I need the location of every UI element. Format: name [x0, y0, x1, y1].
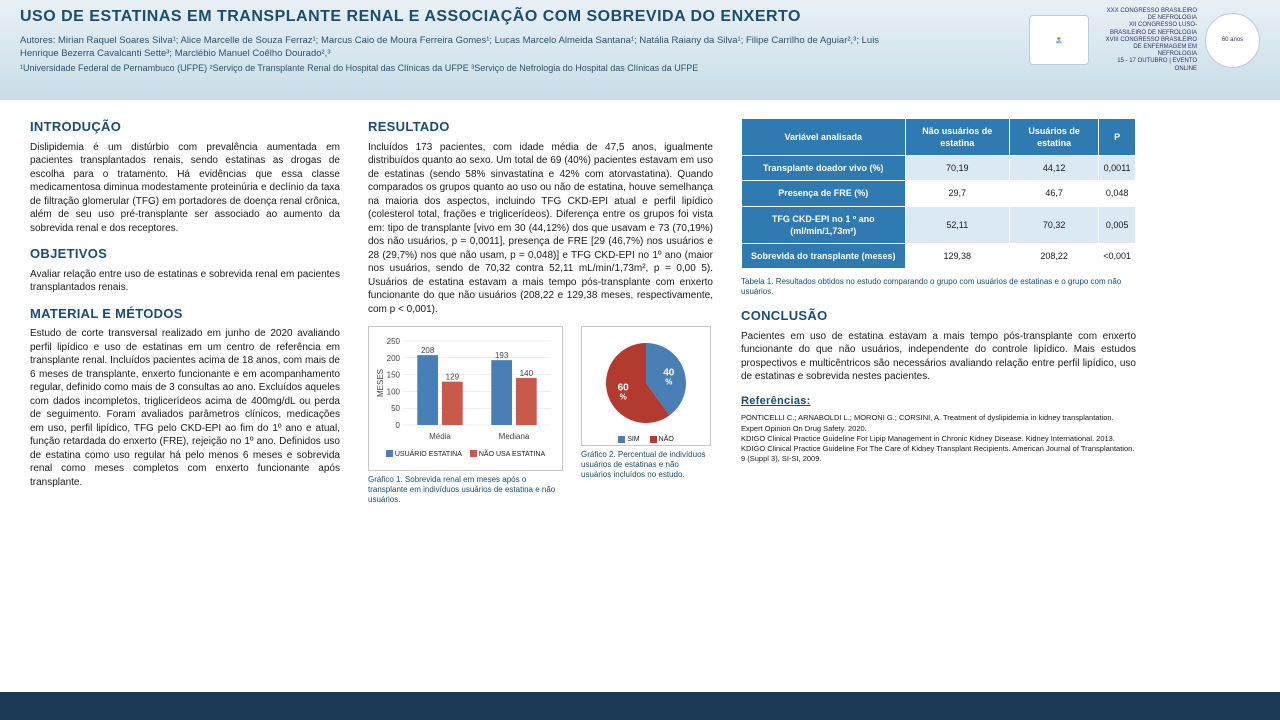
references: PONTICELLI C.; ARNABOLDI L.; MORONI G.; …: [741, 413, 1136, 464]
table-cell: 208,22: [1010, 243, 1099, 268]
svg-text:129: 129: [446, 373, 460, 382]
bar-caption: Gráfico 1. Sobrevida renal em meses após…: [368, 475, 563, 505]
svg-text:0: 0: [396, 421, 401, 430]
table-cell: Presença de FRE (%): [742, 181, 906, 206]
svg-text:50: 50: [391, 404, 400, 413]
svg-text:%: %: [665, 378, 672, 387]
intro-text: Dislipidemia é um distúrbio com prevalên…: [30, 141, 340, 236]
sbn-logo-icon: 60 anos: [1205, 13, 1260, 68]
table-cell: 70,32: [1010, 206, 1099, 243]
svg-text:193: 193: [495, 351, 509, 360]
column-right: Variável analisadaNão usuários de estati…: [741, 118, 1136, 505]
reference-item: PONTICELLI C.; ARNABOLDI L.; MORONI G.; …: [741, 413, 1136, 433]
bar-chart-wrap: 0 50 100 150 200 250 MESES 208 129 Média 193 140 Med…: [368, 326, 563, 505]
intro-heading: INTRODUÇÃO: [30, 118, 340, 136]
table-header: Variável analisada: [742, 119, 906, 156]
svg-text:Média: Média: [429, 432, 451, 441]
conclusion-heading: CONCLUSÃO: [741, 307, 1136, 325]
svg-text:100: 100: [387, 387, 401, 396]
table-cell: 44,12: [1010, 156, 1099, 181]
bar-legend: USUÁRIO ESTATINANÃO USA ESTATINA: [375, 450, 556, 459]
refs-heading: Referências:: [741, 394, 1136, 409]
column-left: INTRODUÇÃO Dislipidemia é um distúrbio c…: [30, 118, 340, 505]
congress-logo-icon: 🏝️: [1029, 15, 1089, 65]
pie-legend: SIMNÃO: [588, 435, 704, 444]
svg-text:%: %: [620, 392, 627, 401]
header: USO DE ESTATINAS EM TRANSPLANTE RENAL E …: [0, 0, 1280, 100]
table-cell: Transplante doador vivo (%): [742, 156, 906, 181]
pie-chart-wrap: 40%60% SIMNÃO Gráfico 2. Percentual de i…: [581, 326, 711, 505]
svg-text:140: 140: [520, 369, 534, 378]
table-cell: 46,7: [1010, 181, 1099, 206]
table-cell: 0,005: [1099, 206, 1136, 243]
table-header: Não usuários de estatina: [905, 119, 1010, 156]
pie-caption: Gráfico 2. Percentual de indivíduos usuá…: [581, 450, 711, 480]
table-cell: <0,001: [1099, 243, 1136, 268]
column-mid: RESULTADO Incluídos 173 pacientes, com i…: [368, 118, 713, 505]
table-cell: Sobrevida do transplante (meses): [742, 243, 906, 268]
logo-block: 🏝️ XXX CONGRESSO BRASILEIRO DE NEFROLOGI…: [1029, 8, 1260, 73]
table-cell: 129,38: [905, 243, 1010, 268]
results-table: Variável analisadaNão usuários de estati…: [741, 118, 1136, 269]
table-cell: 29,7: [905, 181, 1010, 206]
table-caption: Tabela 1. Resultados obtidos no estudo c…: [741, 277, 1136, 297]
table-cell: TFG CKD-EPI no 1 º ano (ml/min/1,73m²): [742, 206, 906, 243]
affiliations: ¹Universidade Federal de Pernambuco (UFP…: [20, 63, 890, 73]
methods-text: Estudo de corte transversal realizado em…: [30, 327, 340, 489]
objectives-heading: OBJETIVOS: [30, 245, 340, 263]
pie-chart-svg: 40%60%: [596, 333, 696, 433]
svg-text:Mediana: Mediana: [499, 432, 530, 441]
svg-text:208: 208: [421, 346, 435, 355]
body: INTRODUÇÃO Dislipidemia é um distúrbio c…: [0, 100, 1280, 515]
footer-bar: [0, 692, 1280, 720]
charts-row: 0 50 100 150 200 250 MESES 208 129 Média 193 140 Med…: [368, 326, 713, 505]
reference-item: KDIGO Clinical Practice Guideline For Th…: [741, 444, 1136, 464]
methods-heading: MATERIAL E MÉTODOS: [30, 305, 340, 323]
table-cell: 0,0011: [1099, 156, 1136, 181]
bar-chart-svg: 0 50 100 150 200 250 MESES 208 129 Média 193 140 Med…: [375, 333, 555, 443]
objectives-text: Avaliar relação entre uso de estatinas e…: [30, 268, 340, 295]
reference-item: KDIGO Clinical Practice Guideline For Li…: [741, 434, 1136, 444]
conclusion-text: Pacientes em uso de estatina estavam a m…: [741, 330, 1136, 384]
results-heading: RESULTADO: [368, 118, 713, 136]
results-text: Incluídos 173 pacientes, com idade média…: [368, 141, 713, 317]
congress-text: XXX CONGRESSO BRASILEIRO DE NEFROLOGIA X…: [1097, 8, 1197, 73]
table-cell: 70,19: [905, 156, 1010, 181]
svg-text:MESES: MESES: [376, 369, 385, 397]
bar-chart: 0 50 100 150 200 250 MESES 208 129 Média 193 140 Med…: [368, 326, 563, 471]
authors: Autores: Mirian Raquel Soares Silva¹; Al…: [20, 34, 890, 61]
svg-text:250: 250: [387, 337, 401, 346]
table-cell: 0,048: [1099, 181, 1136, 206]
table-header: Usuários de estatina: [1010, 119, 1099, 156]
pie-chart: 40%60% SIMNÃO: [581, 326, 711, 446]
table-cell: 52,11: [905, 206, 1010, 243]
svg-text:200: 200: [387, 354, 401, 363]
svg-text:150: 150: [387, 371, 401, 380]
table-header: P: [1099, 119, 1136, 156]
